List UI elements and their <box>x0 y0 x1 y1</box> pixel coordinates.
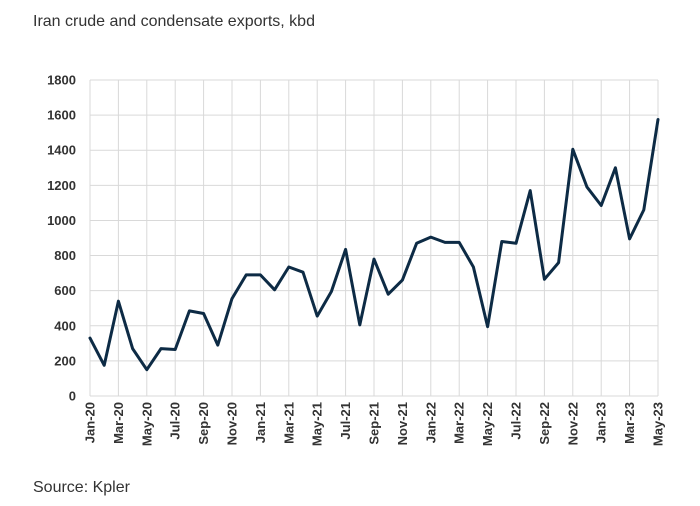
chart-title: Iran crude and condensate exports, kbd <box>33 13 315 30</box>
x-tick-label: Mar-22 <box>452 402 467 444</box>
x-tick-label: Jul-22 <box>509 402 524 440</box>
gridlines <box>89 79 659 397</box>
x-tick-label: Jul-21 <box>338 402 353 440</box>
x-tick-label: May-20 <box>139 402 154 446</box>
x-tick-label: Jan-22 <box>423 402 438 443</box>
x-tick-label: Sep-21 <box>367 402 382 445</box>
y-tick-label: 1400 <box>47 143 76 158</box>
x-axis-ticks: Jan-20 Mar-20 May-20 Jul-20 Sep-20 Nov-20 Jan-… <box>83 402 666 446</box>
y-tick-label: 1600 <box>47 108 76 123</box>
series-line <box>88 118 660 372</box>
x-tick-label: May-21 <box>310 402 325 446</box>
x-tick-label: Mar-21 <box>281 402 296 444</box>
x-tick-label: Nov-22 <box>565 402 580 445</box>
x-tick-label: Sep-20 <box>196 402 211 445</box>
y-tick-label: 600 <box>54 283 76 298</box>
y-tick-label: 800 <box>54 248 76 263</box>
x-tick-label: Nov-20 <box>225 402 240 445</box>
y-tick-label: 400 <box>54 318 76 333</box>
x-tick-label: Jul-20 <box>168 402 183 440</box>
x-tick-label: Jan-21 <box>253 402 268 443</box>
x-tick-label: Jan-23 <box>594 402 609 443</box>
x-tick-label: Mar-20 <box>111 402 126 444</box>
x-tick-label: Mar-23 <box>622 402 637 444</box>
x-tick-label: May-23 <box>651 402 666 446</box>
y-tick-label: 1000 <box>47 213 76 228</box>
y-axis-ticks: 0 200 400 600 800 1000 1200 1400 1600 1800 <box>47 73 76 404</box>
series-group <box>88 118 660 372</box>
y-tick-label: 1200 <box>47 178 76 193</box>
source-note: Source: Kpler <box>33 479 130 496</box>
x-tick-label: Jan-20 <box>83 402 98 443</box>
x-tick-label: Nov-21 <box>395 402 410 445</box>
y-tick-label: 200 <box>54 353 76 368</box>
x-tick-label: May-22 <box>480 402 495 446</box>
y-tick-label: 0 <box>69 389 76 404</box>
x-tick-label: Sep-22 <box>537 402 552 445</box>
y-tick-label: 1800 <box>47 73 76 88</box>
